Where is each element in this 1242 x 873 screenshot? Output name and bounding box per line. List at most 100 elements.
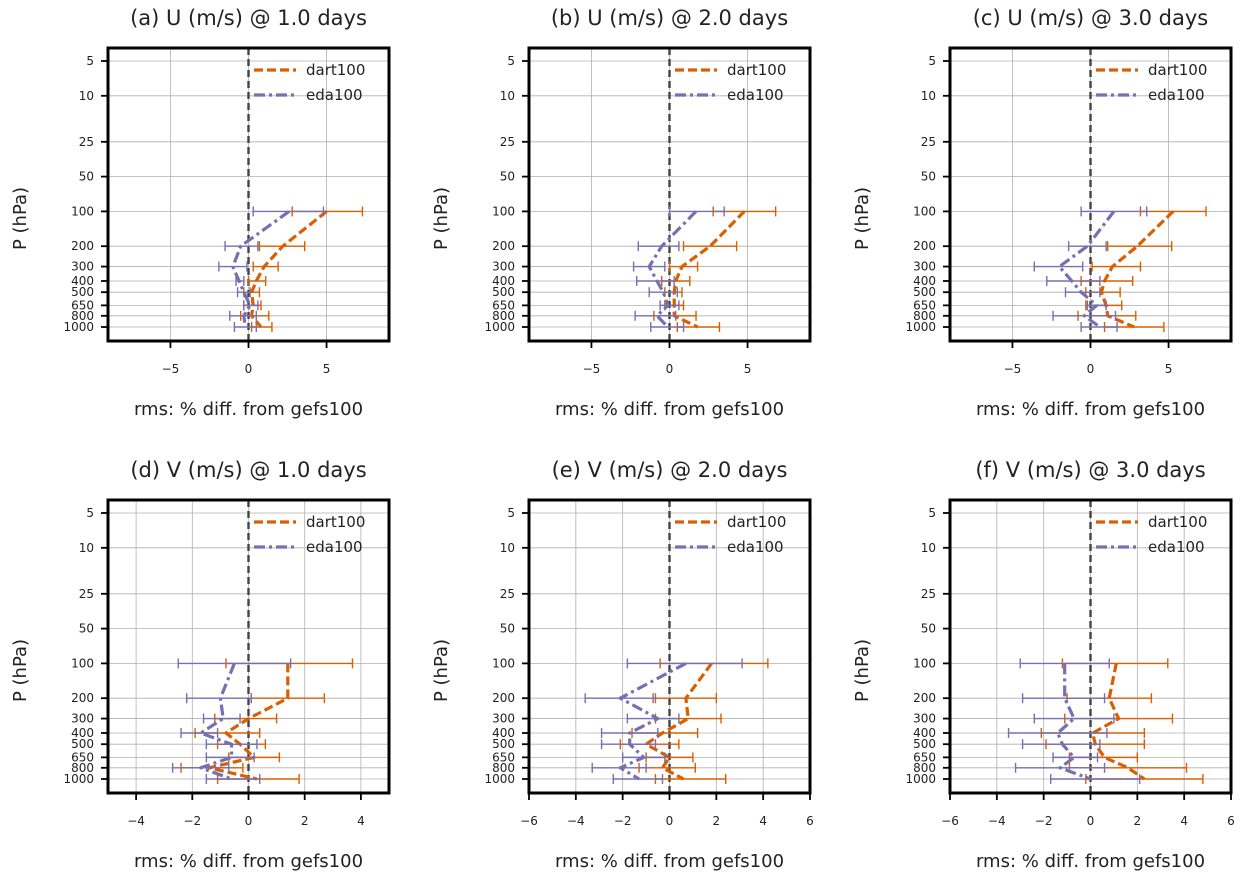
panel-title: (a) U (m/s) @ 1.0 days: [130, 6, 367, 30]
y-tick-label: 5: [86, 506, 94, 520]
series-line-eda100: [647, 210, 698, 329]
x-tick-label: 4: [1180, 814, 1188, 828]
y-tick-label: 800: [71, 761, 94, 775]
panel-title: (c) U (m/s) @ 3.0 days: [973, 6, 1209, 30]
y-tick-label: 800: [492, 309, 515, 323]
y-tick-label: 300: [492, 260, 515, 274]
x-tick-label: −4: [127, 814, 145, 828]
y-tick-label: 1000: [63, 772, 94, 786]
panel-title: (f) V (m/s) @ 3.0 days: [975, 458, 1205, 482]
x-tick-label: 4: [357, 814, 365, 828]
y-tick-label: 200: [913, 691, 936, 705]
x-tick-label: 0: [245, 814, 253, 828]
series-line-dart100: [1099, 210, 1175, 329]
y-tick-label: 300: [913, 260, 936, 274]
y-tick-label: 50: [500, 170, 515, 184]
y-tick-label: 300: [71, 260, 94, 274]
y-tick-label: 650: [492, 750, 515, 764]
y-tick-label: 1000: [905, 320, 936, 334]
x-tick-label: 6: [806, 814, 814, 828]
legend-label-eda100: eda100: [1148, 538, 1205, 556]
x-tick-label: −2: [183, 814, 201, 828]
panel-title: (e) V (m/s) @ 2.0 days: [552, 458, 788, 482]
y-tick-label: 800: [913, 761, 936, 775]
y-tick-label: 800: [71, 309, 94, 323]
legend-label-dart100: dart100: [1148, 61, 1207, 79]
y-tick-label: 800: [913, 309, 936, 323]
y-tick-label: 25: [79, 135, 94, 149]
y-tick-label: 5: [928, 506, 936, 520]
y-tick-label: 1000: [484, 772, 515, 786]
y-tick-label: 25: [500, 135, 515, 149]
y-tick-label: 650: [71, 298, 94, 312]
y-tick-label: 650: [913, 298, 936, 312]
y-tick-label: 25: [79, 587, 94, 601]
series-dart100: [619, 658, 769, 784]
y-tick-label: 400: [913, 274, 936, 288]
legend-label-eda100: eda100: [306, 538, 363, 556]
y-tick-label: 200: [913, 239, 936, 253]
panel-title: (d) V (m/s) @ 1.0 days: [130, 458, 366, 482]
y-tick-label: 100: [913, 656, 936, 670]
y-tick-label: 200: [492, 691, 515, 705]
y-tick-label: 10: [500, 541, 515, 555]
series-line-eda100: [618, 661, 687, 781]
x-tick-label: 5: [744, 362, 752, 376]
y-tick-label: 500: [492, 285, 515, 299]
series-line-eda100: [1057, 210, 1116, 329]
y-tick-label: 400: [913, 726, 936, 740]
y-tick-label: 400: [71, 274, 94, 288]
y-tick-label: 800: [492, 761, 515, 775]
y-tick-label: 5: [507, 54, 515, 68]
legend-label-eda100: eda100: [1148, 86, 1205, 104]
y-tick-label: 50: [921, 170, 936, 184]
y-tick-label: 500: [492, 737, 515, 751]
y-tick-label: 100: [913, 204, 936, 218]
y-axis-label: P (hPa): [431, 639, 452, 702]
series-line-dart100: [672, 210, 746, 329]
y-axis-label: P (hPa): [852, 639, 873, 702]
x-tick-label: 0: [666, 814, 674, 828]
y-tick-label: 100: [492, 204, 515, 218]
series-line-eda100: [199, 662, 236, 781]
legend-label-eda100: eda100: [727, 538, 784, 556]
series-dart100: [653, 206, 777, 332]
x-axis-label: rms: % diff. from gefs100: [134, 399, 363, 420]
series-eda100: [218, 206, 325, 332]
y-tick-label: 500: [71, 737, 94, 751]
x-tick-label: −4: [567, 814, 585, 828]
y-axis-label: P (hPa): [10, 187, 31, 250]
y-tick-label: 650: [492, 298, 515, 312]
x-tick-label: 2: [301, 814, 309, 828]
y-axis-label: P (hPa): [852, 187, 873, 250]
y-tick-label: 100: [492, 656, 515, 670]
x-tick-label: −6: [941, 814, 959, 828]
y-tick-label: 10: [79, 541, 94, 555]
y-tick-label: 5: [86, 54, 94, 68]
legend-label-dart100: dart100: [727, 61, 786, 79]
y-tick-label: 1000: [484, 320, 515, 334]
series-eda100: [1033, 206, 1148, 332]
x-tick-label: −2: [1035, 814, 1053, 828]
y-tick-label: 25: [500, 587, 515, 601]
y-tick-label: 25: [921, 587, 936, 601]
x-tick-label: 2: [713, 814, 721, 828]
x-tick-label: 0: [1087, 362, 1095, 376]
y-tick-label: 500: [913, 285, 936, 299]
y-tick-label: 400: [492, 726, 515, 740]
x-tick-label: 6: [1227, 814, 1235, 828]
panel-title: (b) U (m/s) @ 2.0 days: [551, 6, 788, 30]
legend-label-dart100: dart100: [306, 513, 365, 531]
x-tick-label: −4: [988, 814, 1006, 828]
y-tick-label: 10: [921, 89, 936, 103]
x-tick-label: 0: [245, 362, 253, 376]
series-line-dart100: [250, 210, 328, 329]
series-eda100: [584, 658, 743, 784]
y-tick-label: 50: [79, 622, 94, 636]
legend-label-dart100: dart100: [727, 513, 786, 531]
